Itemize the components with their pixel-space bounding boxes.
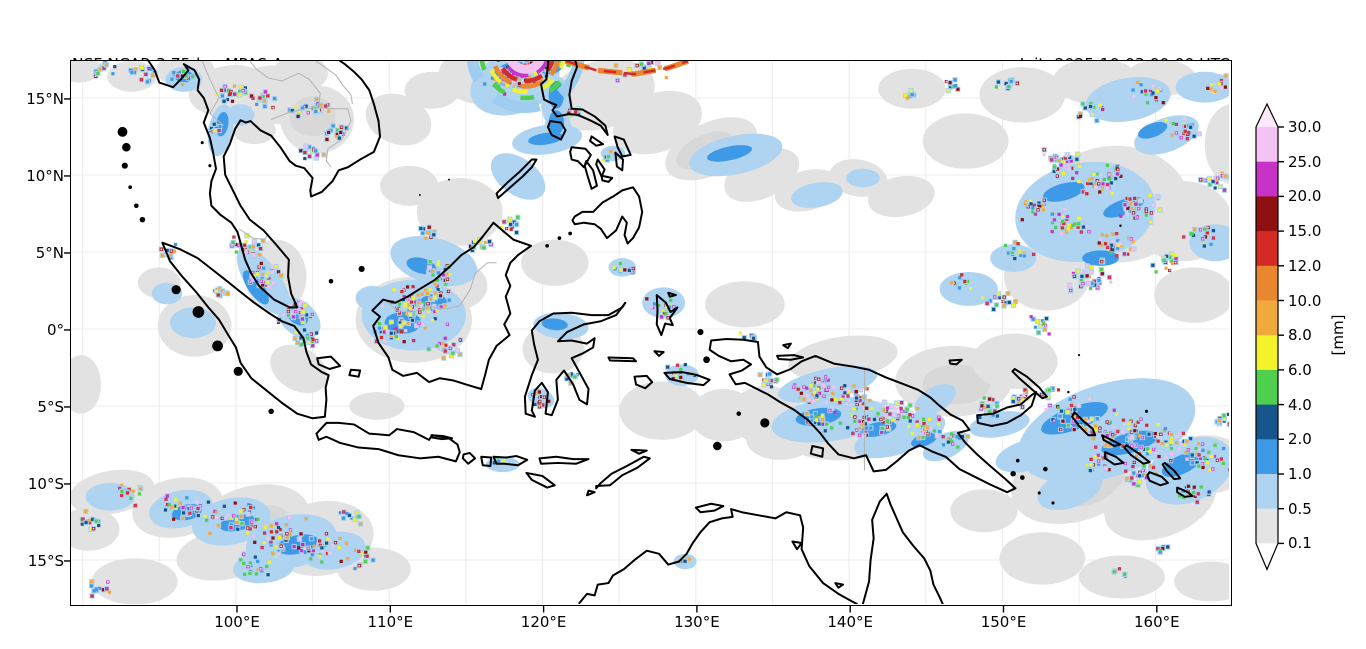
lon-tick-label: 110°E [367,613,414,631]
lat-tick-label: 5°S [37,397,64,416]
colorbar-tick-label: 15.0 [1288,222,1322,241]
map-frame [70,60,1232,606]
lon-tick-label: 150°E [980,613,1027,631]
coastline-layer [117,61,1193,604]
colorbar-tick-label: 25.0 [1288,152,1322,171]
lon-tick-label: 160°E [1133,613,1180,631]
colorbar-tick-label: 12.0 [1288,256,1322,275]
colorbar-tick-label: 0.1 [1288,534,1312,553]
lon-tick-label: 120°E [520,613,567,631]
country-border-layer [202,61,864,471]
lon-tick-label: 100°E [214,613,260,631]
lat-tick-label: 5°N [35,243,64,262]
colorbar [1255,102,1284,571]
colorbar-tick-label: 8.0 [1288,326,1312,345]
lon-tick-label: 130°E [674,613,720,631]
lat-tick-label: 15°N [26,89,64,108]
lat-tick-label: 0° [46,320,64,339]
colorbar-unit-label: [mm] [1329,314,1347,356]
lat-tick-label: 10°S [27,474,64,493]
colorbar-tick-label: 10.0 [1288,291,1322,310]
convective-cells-layer [79,61,1229,599]
colorbar-tick-label: 0.5 [1288,499,1312,518]
colorbar-tick-label: 30.0 [1288,118,1322,136]
colorbar-tick-label: 2.0 [1288,430,1312,449]
lat-tick-label: 15°S [27,551,64,570]
lat-tick-label: 10°N [26,166,64,185]
colorbar-tick-label: 1.0 [1288,465,1312,483]
colorbar-tick-label: 4.0 [1288,395,1312,414]
colorbar-tick-label: 20.0 [1288,187,1322,206]
lon-tick-label: 140°E [827,613,873,631]
tropical-cyclone-layer [466,61,690,113]
colorbar-tick-label: 6.0 [1288,360,1312,379]
map-canvas [71,61,1229,604]
